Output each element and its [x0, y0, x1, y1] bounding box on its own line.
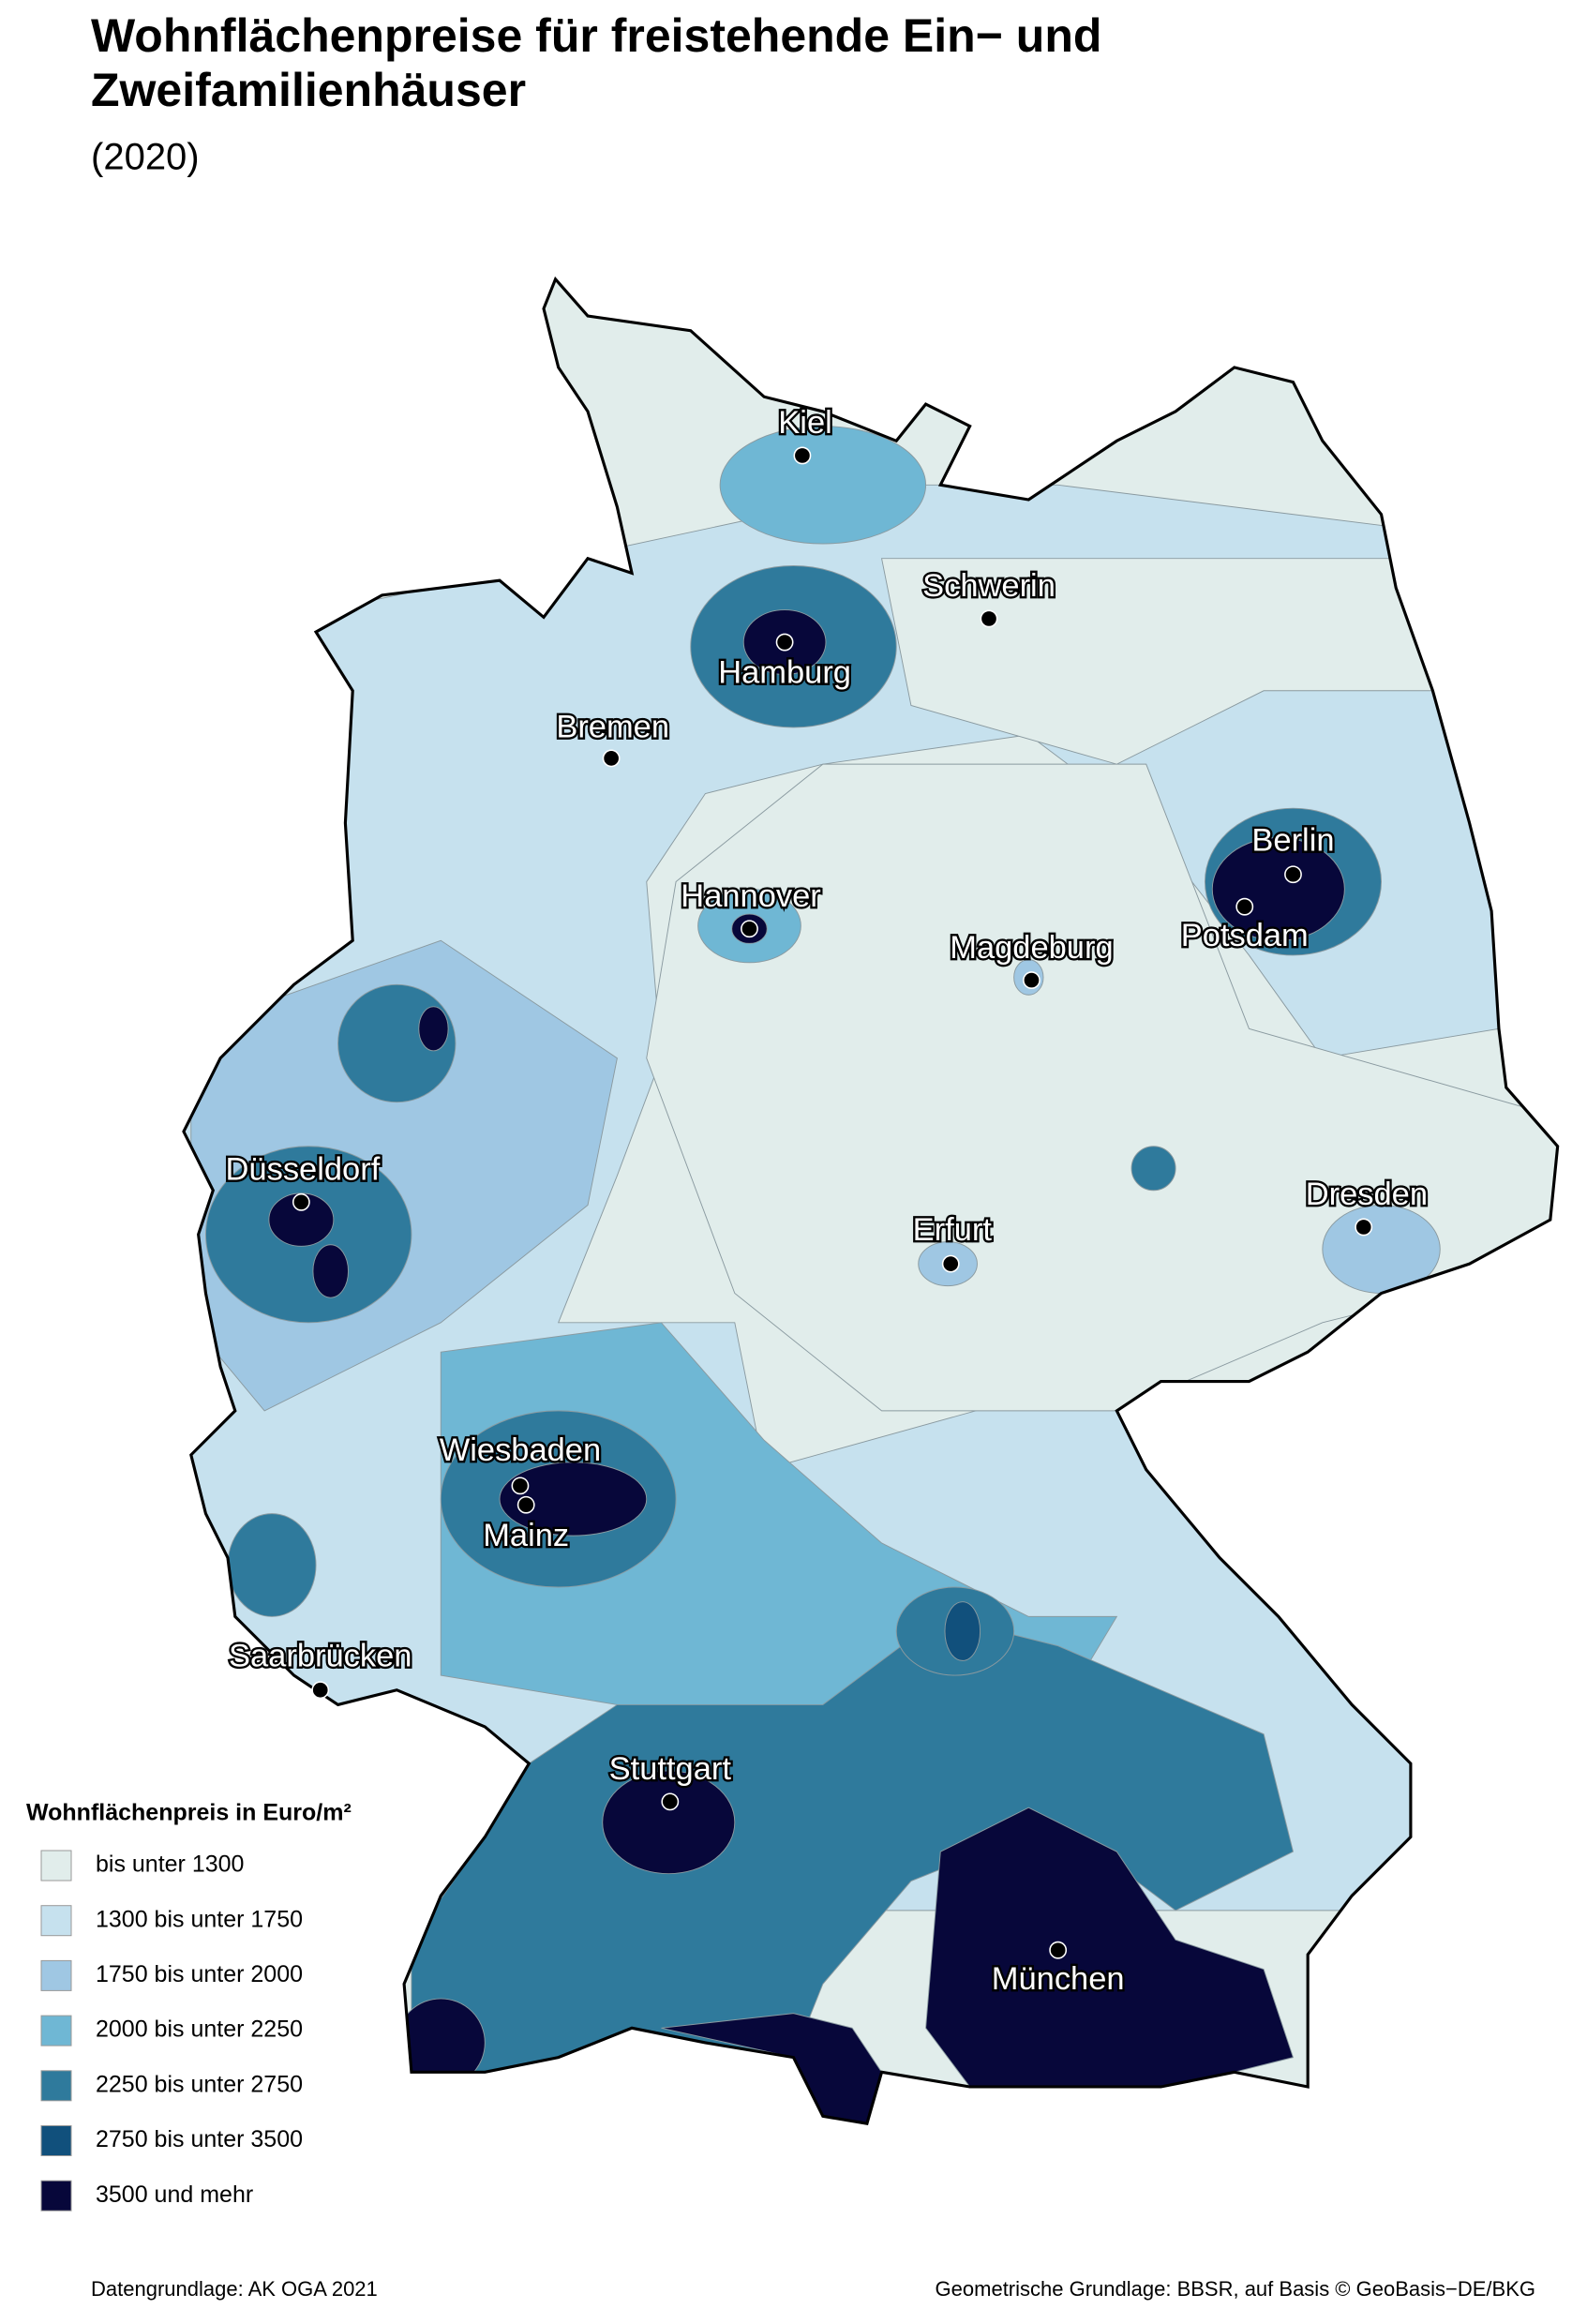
city-dot	[661, 1792, 680, 1811]
city-dot	[511, 1477, 530, 1495]
region	[925, 1807, 1295, 2088]
city-label: Potsdam	[1181, 918, 1309, 953]
city-dot	[941, 1254, 960, 1273]
city-label: Stuttgart	[609, 1751, 732, 1787]
legend-label: 2000 bis unter 2250	[96, 2017, 303, 2043]
region	[944, 1601, 981, 1661]
legend-label: bis unter 1300	[96, 1852, 244, 1878]
city-label: Hamburg	[718, 655, 851, 691]
city-label: Bremen	[556, 710, 669, 745]
city-dot	[311, 1681, 330, 1700]
legend-swatch	[40, 1850, 72, 1882]
region	[661, 2013, 883, 2124]
region	[602, 1770, 736, 1875]
city-label: Kiel	[778, 405, 831, 441]
germany-map: Kiel Schwerin Hamburg Bremen Hannover Berlin P…	[182, 276, 1560, 2125]
legend-label: 3500 und mehr	[96, 2182, 253, 2208]
footer-left: Datengrundlage: AK OGA 2021	[91, 2277, 378, 2301]
city-label: München	[992, 1961, 1125, 1997]
title-line: Wohnflächenpreise für freistehende Ein− …	[91, 9, 1101, 62]
subtitle: (2020)	[91, 137, 200, 178]
region	[1130, 1146, 1176, 1192]
city-dot	[1284, 865, 1302, 884]
region	[312, 1244, 349, 1298]
city-label: Dresden	[1306, 1177, 1428, 1212]
city-dot	[517, 1495, 535, 1514]
city-label: Magdeburg	[950, 930, 1113, 966]
city-dot	[602, 749, 621, 768]
legend: bis unter 1300 1300 bis unter 1750 1750 bi…	[40, 1850, 303, 2212]
legend-label: 1750 bis unter 2000	[96, 1961, 303, 1987]
city-label: Hannover	[681, 878, 820, 914]
city-dot	[793, 446, 812, 465]
city-dot	[775, 633, 794, 652]
regions	[183, 426, 1558, 2124]
region	[418, 1006, 449, 1052]
city-dot	[1049, 1941, 1068, 1959]
region	[499, 1462, 648, 1537]
region	[227, 1513, 317, 1617]
legend-label: 1300 bis unter 1750	[96, 1906, 303, 1932]
legend-swatch	[40, 1959, 72, 1991]
city-label: Saarbrücken	[229, 1638, 412, 1673]
city-label: Schwerin	[922, 568, 1056, 604]
city-dot	[1235, 897, 1254, 916]
title-line: Zweifamilienhäuser	[91, 64, 526, 116]
legend-title: Wohnflächenpreis in Euro/m²	[26, 1800, 352, 1826]
legend-swatch	[40, 1905, 72, 1937]
city-dot	[1355, 1218, 1373, 1237]
city-dot	[1023, 971, 1041, 989]
city-dot	[292, 1192, 310, 1211]
city-label: Wiesbaden	[440, 1432, 601, 1468]
legend-swatch	[40, 2125, 72, 2156]
city-dot	[980, 609, 998, 628]
legend-swatch	[40, 2180, 72, 2212]
region	[719, 426, 927, 545]
legend-label: 2250 bis unter 2750	[96, 2071, 303, 2097]
city-label: Mainz	[483, 1518, 569, 1553]
city-label: Erfurt	[913, 1212, 993, 1248]
legend-label: 2750 bis unter 3500	[96, 2126, 303, 2152]
footer-right: Geometrische Grundlage: BBSR, auf Basis …	[936, 2277, 1535, 2301]
country-border	[182, 276, 1560, 2125]
city-label: Berlin	[1251, 822, 1334, 858]
legend-swatch	[40, 2070, 72, 2102]
legend-swatch	[40, 2015, 72, 2047]
city-label: Düsseldorf	[226, 1151, 381, 1187]
city-dot	[741, 920, 758, 938]
